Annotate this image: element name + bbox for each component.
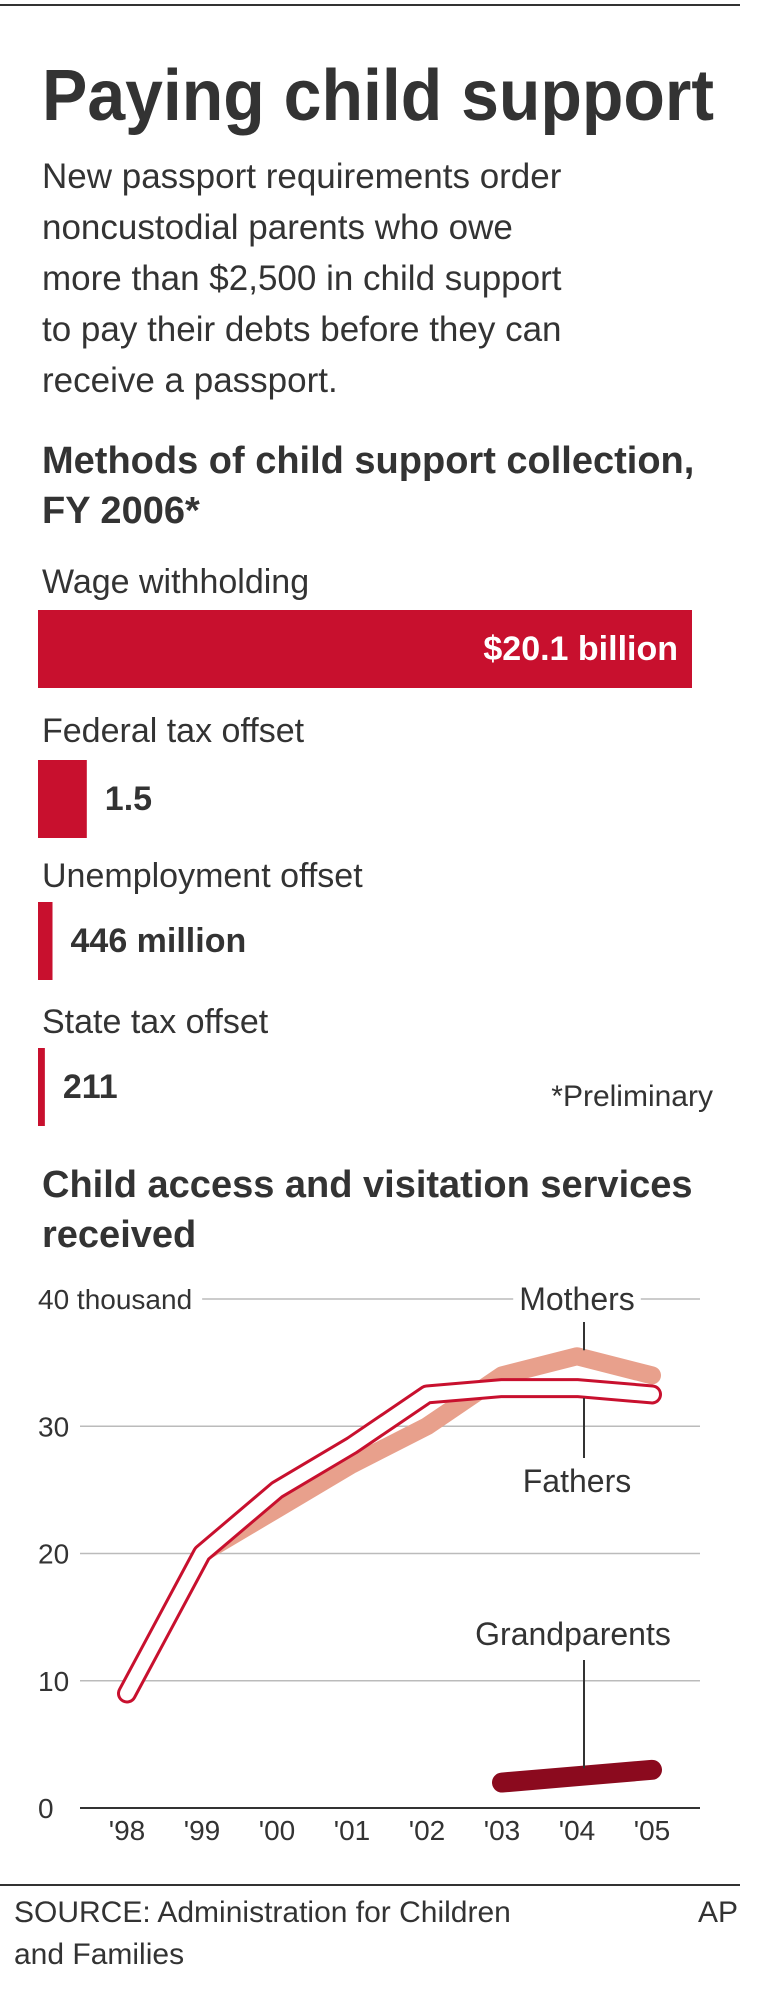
- intro-line: noncustodial parents who owe: [42, 208, 513, 247]
- y-tick-label: 10: [38, 1666, 69, 1697]
- chart-title: Child access and visitation services rec…: [42, 1164, 693, 1256]
- y-tick-label: 40 thousand: [38, 1284, 192, 1315]
- source: SOURCE: Administration for Children: [14, 1896, 511, 1929]
- x-tick-label: '02: [409, 1815, 446, 1846]
- series-line-inner: [120, 1381, 659, 1701]
- bar: [38, 610, 692, 688]
- label-bg: [469, 1616, 677, 1652]
- category-label: State tax offset: [42, 1003, 269, 1041]
- x-tick-label: '05: [634, 1815, 671, 1846]
- y-tick-label: 20: [38, 1539, 69, 1570]
- intro-line: New passport requirements order: [42, 157, 562, 196]
- value-label: 446 million: [71, 922, 247, 960]
- intro-line: receive a passport.: [42, 361, 338, 400]
- bar: [38, 1048, 45, 1126]
- intro-line: to pay their debts before they can: [42, 310, 562, 349]
- y-tick-label: 0: [38, 1793, 54, 1824]
- bar: [38, 760, 87, 838]
- intro-line: more than $2,500 in child support: [42, 259, 562, 298]
- bar: [38, 902, 53, 980]
- label-bg: [513, 1281, 641, 1317]
- source: and Families: [14, 1938, 184, 1971]
- value-label: $20.1 billion: [483, 630, 678, 668]
- credit: AP: [698, 1896, 738, 1929]
- x-tick-label: '00: [259, 1815, 296, 1846]
- x-tick-label: '98: [109, 1815, 146, 1846]
- title: Paying child support: [42, 56, 714, 136]
- series-label: Grandparents: [475, 1616, 671, 1652]
- chart-title: Methods of child support collection, FY …: [42, 440, 695, 532]
- value-label: 211: [63, 1068, 118, 1106]
- category-label: Wage withholding: [42, 563, 309, 601]
- x-tick-label: '04: [559, 1815, 596, 1846]
- category-label: Federal tax offset: [42, 712, 305, 750]
- x-tick-label: '99: [184, 1815, 221, 1846]
- note: *Preliminary: [551, 1080, 713, 1113]
- x-tick-label: '03: [484, 1815, 521, 1846]
- series-line: [492, 1759, 662, 1793]
- series-label: Mothers: [519, 1281, 635, 1317]
- value-label: 1.5: [105, 780, 152, 818]
- label-bg: [516, 1463, 638, 1499]
- x-tick-label: '01: [334, 1815, 371, 1846]
- category-label: Unemployment offset: [42, 857, 363, 895]
- series-label: Fathers: [523, 1463, 631, 1499]
- y-tick-label: 30: [38, 1411, 69, 1442]
